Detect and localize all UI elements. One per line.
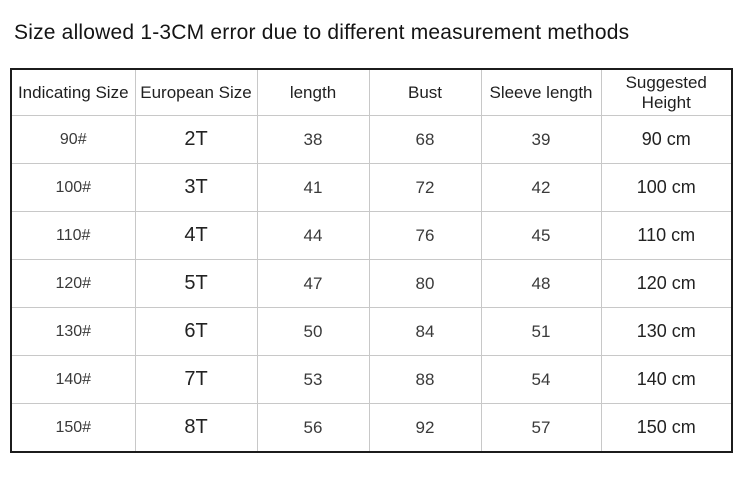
table-row: 150# 8T 56 92 57 150 cm [10, 403, 733, 453]
table-cell: 39 [480, 115, 602, 164]
table-cell: 72 [368, 163, 482, 212]
column-header-label: Sleeve length [489, 82, 593, 102]
column-header-label: European Size [140, 82, 252, 102]
table-cell: 92 [368, 403, 482, 453]
table-cell: 8T [134, 403, 258, 453]
column-header-indicating-size: Indicating Size [10, 68, 136, 116]
table-cell: 120 cm [600, 259, 733, 308]
table-cell: 54 [480, 355, 602, 404]
table-row: 130# 6T 50 84 51 130 cm [10, 307, 733, 356]
table-cell: 120# [10, 259, 136, 308]
column-header-label: Suggested Height [625, 72, 707, 112]
table-cell: 7T [134, 355, 258, 404]
table-cell: 42 [480, 163, 602, 212]
table-cell: 48 [480, 259, 602, 308]
table-cell: 130 cm [600, 307, 733, 356]
table-row: 100# 3T 41 72 42 100 cm [10, 163, 733, 212]
column-header-length: length [256, 68, 370, 116]
column-header-label: Indicating Size [17, 82, 129, 102]
table-cell: 44 [256, 211, 370, 260]
table-cell: 90# [10, 115, 136, 164]
table-cell: 130# [10, 307, 136, 356]
table-cell: 3T [134, 163, 258, 212]
page-title: Size allowed 1-3CM error due to differen… [14, 21, 630, 44]
table-body: 90# 2T 38 68 39 90 cm 100# 3T 41 72 42 100 cm 110# 4T… [10, 115, 733, 453]
table-cell: 140# [10, 355, 136, 404]
table-cell: 47 [256, 259, 370, 308]
table-row: 140# 7T 53 88 54 140 cm [10, 355, 733, 404]
table-cell: 76 [368, 211, 482, 260]
table-cell: 41 [256, 163, 370, 212]
table-cell: 5T [134, 259, 258, 308]
table-row: 120# 5T 47 80 48 120 cm [10, 259, 733, 308]
table-row: 110# 4T 44 76 45 110 cm [10, 211, 733, 260]
table-row: 90# 2T 38 68 39 90 cm [10, 115, 733, 164]
table-cell: 2T [134, 115, 258, 164]
table-cell: 50 [256, 307, 370, 356]
column-header-suggested-height: Suggested Height [600, 68, 733, 116]
table-cell: 88 [368, 355, 482, 404]
table-cell: 140 cm [600, 355, 733, 404]
table-cell: 68 [368, 115, 482, 164]
size-chart-table: Indicating Size European Size length Bust Sl… [10, 68, 733, 453]
table-cell: 100 cm [600, 163, 733, 212]
table-cell: 38 [256, 115, 370, 164]
table-cell: 110# [10, 211, 136, 260]
table-header: Indicating Size European Size length Bust Sl… [10, 68, 733, 116]
column-header-label: Bust [407, 82, 443, 102]
column-header-label: length [289, 82, 337, 102]
column-header-european-size: European Size [134, 68, 258, 116]
table-cell: 4T [134, 211, 258, 260]
table-cell: 56 [256, 403, 370, 453]
table-cell: 57 [480, 403, 602, 453]
table-cell: 110 cm [600, 211, 733, 260]
column-header-sleeve-length: Sleeve length [480, 68, 602, 116]
table-cell: 45 [480, 211, 602, 260]
table-cell: 150# [10, 403, 136, 453]
table-cell: 90 cm [600, 115, 733, 164]
table-cell: 51 [480, 307, 602, 356]
table-header-row: Indicating Size European Size length Bust Sl… [10, 68, 733, 116]
table-cell: 84 [368, 307, 482, 356]
table-cell: 80 [368, 259, 482, 308]
table-cell: 53 [256, 355, 370, 404]
table-cell: 100# [10, 163, 136, 212]
column-header-bust: Bust [368, 68, 482, 116]
table-cell: 6T [134, 307, 258, 356]
table-cell: 150 cm [600, 403, 733, 453]
